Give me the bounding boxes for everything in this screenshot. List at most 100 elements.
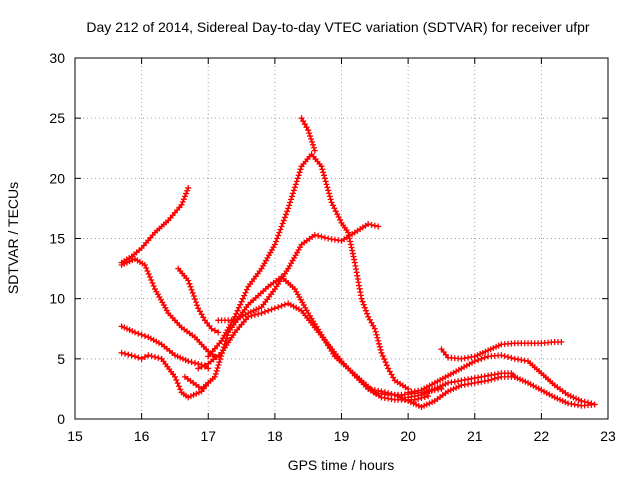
data-point	[147, 354, 150, 357]
y-tick-label: 15	[49, 231, 65, 247]
data-point	[407, 400, 409, 402]
data-point	[207, 355, 210, 358]
data-point	[553, 384, 556, 387]
data-point	[120, 264, 123, 266]
data-point	[420, 406, 423, 408]
data-point	[340, 222, 343, 224]
data-point	[394, 398, 396, 401]
x-tick-label: 16	[134, 428, 150, 444]
data-point	[260, 267, 263, 270]
data-point	[433, 400, 436, 402]
data-point	[327, 237, 329, 240]
data-point	[560, 341, 563, 343]
data-point	[420, 389, 423, 391]
data-point	[460, 358, 463, 360]
y-tick-label: 25	[49, 110, 65, 126]
series-track-12	[438, 338, 565, 362]
data-point	[204, 319, 206, 322]
data-point	[590, 402, 593, 405]
data-point	[200, 388, 203, 390]
data-point	[247, 303, 250, 306]
data-point	[234, 315, 236, 318]
series-track-9	[205, 151, 412, 392]
data-point	[180, 326, 183, 329]
x-tick-label: 15	[67, 428, 83, 444]
axis-ticks: 15 16 17 18 19 20 21 22 23 0 5 10 15 20 25 30	[49, 50, 616, 444]
data-point	[420, 394, 423, 396]
data-point	[500, 372, 503, 375]
data-point	[513, 358, 516, 360]
data-point	[220, 339, 223, 342]
data-point	[207, 367, 210, 370]
data-point	[447, 390, 449, 393]
x-tick-label: 17	[200, 428, 216, 444]
x-tick-label: 19	[334, 428, 350, 444]
series-track-6	[181, 274, 445, 398]
data-point	[147, 336, 150, 338]
data-point	[267, 285, 270, 288]
data-point	[487, 374, 489, 377]
data-point	[500, 354, 503, 357]
data-point	[340, 360, 343, 363]
data-point	[194, 336, 196, 338]
series-track-10	[298, 115, 318, 154]
data-point	[217, 319, 220, 322]
data-point	[447, 356, 449, 359]
data-point	[120, 352, 123, 354]
series-trace	[207, 153, 409, 390]
data-point	[184, 376, 186, 378]
series-markers	[195, 300, 432, 403]
data-point	[460, 367, 463, 370]
data-point	[367, 388, 369, 390]
data-point	[207, 362, 210, 365]
data-point	[460, 384, 463, 387]
data-point	[473, 382, 476, 384]
data-point	[394, 394, 396, 396]
data-point	[217, 331, 220, 334]
x-tick-label: 18	[267, 428, 283, 444]
y-tick-label: 0	[57, 411, 65, 427]
data-point	[340, 240, 343, 242]
data-point	[433, 388, 436, 390]
data-point	[377, 225, 379, 228]
data-point	[567, 402, 569, 405]
data-point	[380, 390, 383, 393]
data-point	[394, 379, 396, 382]
data-point	[447, 374, 449, 377]
data-point	[154, 288, 156, 290]
data-point	[580, 404, 583, 407]
data-point	[180, 391, 183, 394]
series-markers	[118, 184, 192, 266]
data-point	[567, 394, 569, 396]
data-point	[160, 343, 163, 346]
data-point	[207, 350, 210, 353]
data-point	[367, 315, 369, 318]
data-point	[380, 352, 383, 354]
data-point	[234, 331, 236, 334]
data-point	[197, 367, 200, 370]
data-point	[347, 231, 349, 234]
data-point	[180, 204, 183, 206]
data-point	[187, 396, 190, 399]
data-point	[307, 129, 309, 131]
series-markers	[205, 151, 412, 392]
y-tick-label: 10	[49, 291, 65, 307]
data-point	[487, 379, 489, 382]
data-point	[260, 312, 263, 314]
x-tick-label: 23	[600, 428, 616, 444]
data-point	[553, 396, 556, 399]
series-track-5	[118, 349, 212, 401]
data-point	[354, 374, 356, 377]
data-point	[300, 117, 303, 119]
series-track-3	[175, 265, 222, 336]
data-point	[314, 234, 316, 236]
data-point	[274, 307, 276, 310]
data-point	[367, 223, 369, 225]
data-point	[540, 372, 543, 375]
chart-title: Day 212 of 2014, Sidereal Day-to-day VTE…	[86, 19, 590, 35]
data-point	[210, 327, 213, 330]
series-markers	[118, 255, 218, 360]
data-point	[134, 355, 136, 358]
data-point	[540, 342, 543, 344]
data-point	[247, 315, 250, 318]
